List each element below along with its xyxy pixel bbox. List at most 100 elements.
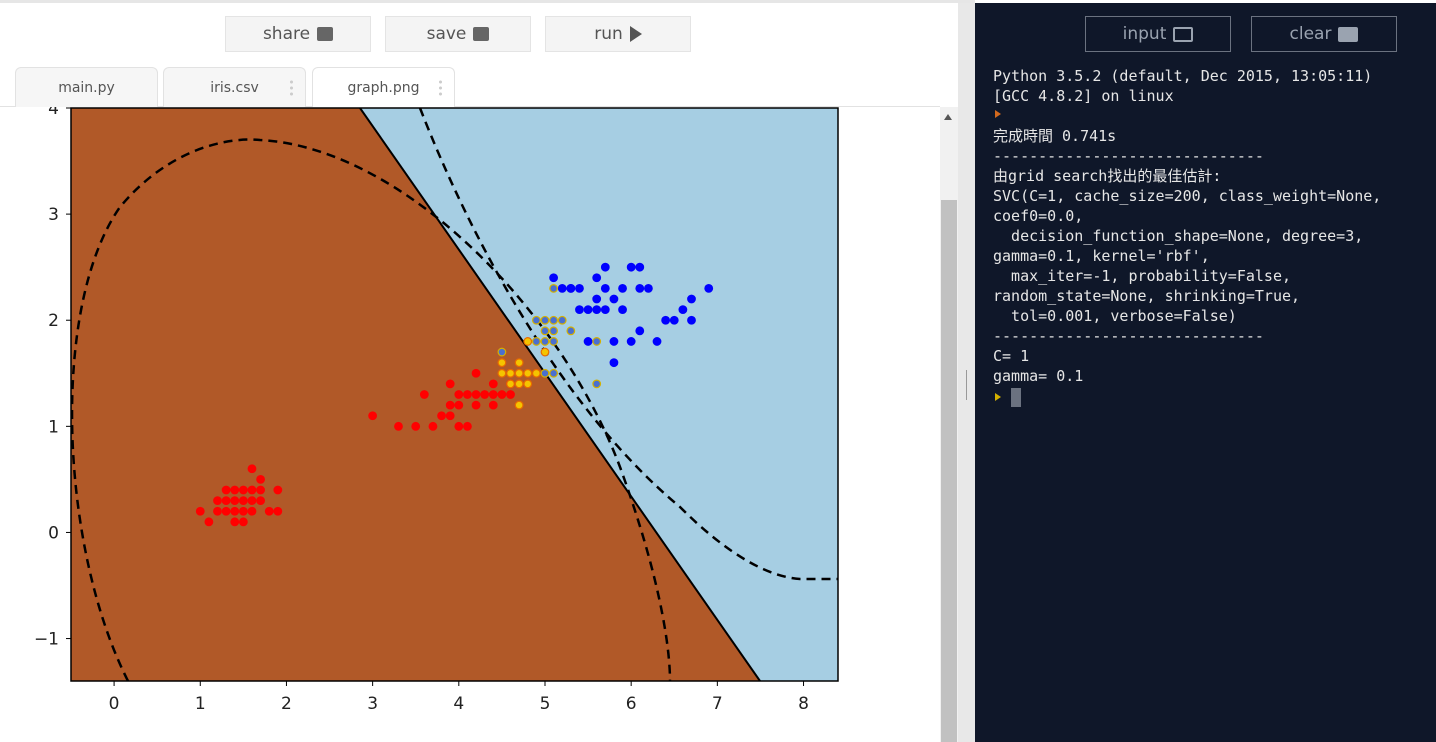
console-line: ------------------------------	[993, 146, 1381, 166]
point	[575, 305, 584, 315]
point	[635, 283, 645, 293]
label: gamma= 0.1	[993, 367, 1084, 385]
icon	[629, 26, 642, 42]
point	[523, 368, 533, 378]
point	[540, 347, 550, 357]
point	[609, 294, 619, 304]
point	[687, 315, 696, 325]
label: ------------------------------	[993, 147, 1264, 165]
y-tick-label: 2	[48, 311, 59, 331]
tab[interactable]: graph.png	[312, 67, 455, 107]
point	[583, 305, 593, 315]
y-tick-label: −1	[34, 630, 59, 650]
point	[592, 337, 602, 346]
point	[557, 315, 567, 325]
tab-menu[interactable]	[439, 79, 442, 97]
label: decision_function_shape=None, degree=3,	[993, 227, 1364, 245]
label: iris.csv	[210, 79, 259, 96]
label: Python 3.5.2 (default, Dec 2015, 13:05:1…	[993, 67, 1373, 85]
point	[669, 315, 679, 325]
point	[626, 262, 636, 272]
label: 完成時間 0.741s	[993, 127, 1117, 145]
console	[975, 3, 1436, 742]
point	[221, 485, 231, 495]
point	[592, 379, 602, 389]
point	[540, 315, 550, 325]
console-line: Python 3.5.2 (default, Dec 2015, 13:05:1…	[993, 66, 1381, 86]
point	[497, 390, 507, 399]
tab-menu[interactable]	[290, 79, 293, 97]
point	[463, 390, 472, 399]
point	[687, 294, 696, 304]
icon	[1338, 26, 1359, 42]
point	[488, 390, 498, 399]
point	[488, 400, 498, 410]
point	[247, 506, 257, 516]
point	[238, 517, 248, 527]
label: run	[594, 24, 623, 44]
label: clear	[1289, 24, 1332, 44]
console-button[interactable]: input	[1085, 16, 1231, 52]
point	[592, 294, 602, 304]
point	[661, 315, 671, 325]
point	[256, 474, 265, 484]
point	[549, 273, 559, 283]
cursor	[1011, 388, 1021, 407]
scroll-thumb[interactable]	[941, 200, 957, 742]
region-orange	[71, 108, 760, 681]
label: C= 1	[993, 347, 1030, 365]
point	[506, 379, 515, 389]
point	[368, 411, 378, 421]
point	[506, 390, 515, 399]
x-tick-label: 5	[540, 694, 551, 714]
point	[540, 326, 550, 336]
point	[471, 400, 481, 410]
point	[609, 358, 619, 368]
point	[531, 315, 541, 325]
point	[549, 283, 559, 293]
tab[interactable]: iris.csv	[163, 67, 306, 107]
margin	[71, 138, 672, 681]
decision-boundary	[359, 108, 761, 681]
point	[514, 379, 524, 389]
point	[454, 421, 464, 431]
label: share	[262, 24, 311, 44]
point	[549, 315, 559, 325]
point	[428, 421, 438, 431]
toolbar-button[interactable]: share	[225, 16, 371, 52]
point	[256, 496, 265, 506]
scroll-up[interactable]	[944, 114, 952, 120]
console-line: 由grid search找出的最佳估計:	[993, 166, 1381, 186]
point	[230, 517, 240, 527]
console-line: SVC(C=1, cache_size=200, class_weight=No…	[993, 186, 1381, 206]
point	[626, 337, 636, 346]
point	[557, 283, 567, 293]
point	[497, 358, 507, 368]
point	[540, 368, 550, 378]
tab[interactable]: main.py	[15, 67, 158, 107]
console-line: max_iter=-1, probability=False,	[993, 266, 1381, 286]
point	[540, 337, 550, 346]
point	[523, 337, 533, 346]
point	[238, 506, 248, 516]
toolbar-button[interactable]: save	[385, 16, 531, 52]
graph: 0 1 2 3 4 5 6 7 8 −1 0 1 2 3 4	[34, 107, 839, 714]
point	[566, 283, 576, 293]
point	[600, 283, 610, 293]
point	[454, 400, 464, 410]
point	[506, 368, 515, 378]
console-line: tol=0.001, verbose=False)	[993, 306, 1381, 326]
point	[678, 305, 688, 315]
point	[618, 283, 627, 293]
toolbar-button[interactable]: run	[545, 16, 691, 52]
console-button[interactable]: clear	[1251, 16, 1397, 52]
point	[609, 337, 619, 346]
point	[531, 368, 541, 378]
point	[514, 400, 524, 410]
point	[600, 305, 610, 315]
point	[454, 390, 464, 399]
label: input	[1122, 24, 1167, 44]
point	[592, 273, 602, 283]
point	[273, 506, 283, 516]
point	[230, 506, 240, 516]
